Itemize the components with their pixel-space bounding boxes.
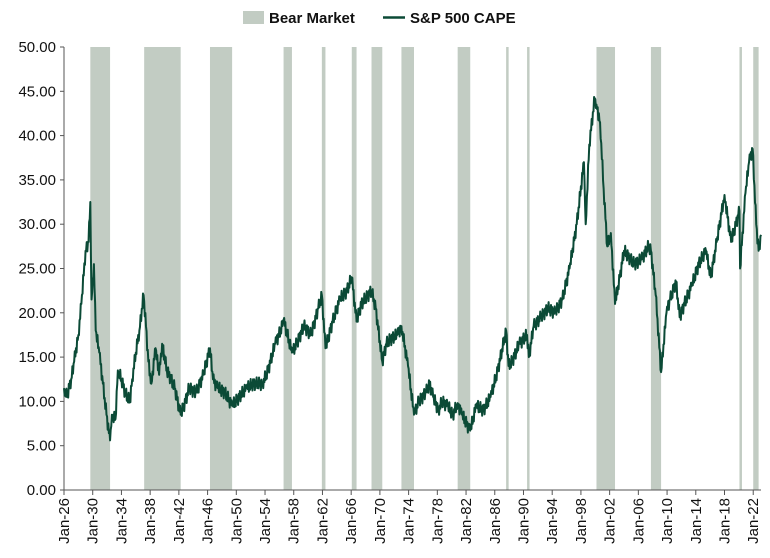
y-tick-label: 20.00 xyxy=(18,305,56,322)
y-axis: 0.00 5.00 10.00 15.00 20.00 25.00 30.00 35.00 40… xyxy=(18,39,65,499)
x-tick-label: Jan-78 xyxy=(429,498,446,544)
bear-market-band-14 xyxy=(753,47,759,490)
legend-swatch-bear-market xyxy=(243,11,264,24)
x-tick-label: Jan-10 xyxy=(659,498,676,544)
bear-market-band-8 xyxy=(457,47,471,490)
bear-market-band-9 xyxy=(506,47,509,490)
x-tick-label: Jan-18 xyxy=(717,498,734,544)
legend: Bear Market S&P 500 CAPE xyxy=(243,10,516,27)
x-tick-label: Jan-22 xyxy=(745,498,762,544)
x-tick-label: Jan-70 xyxy=(372,498,389,544)
y-tick-label: 35.00 xyxy=(18,172,56,189)
series-layer xyxy=(63,95,762,442)
bear-market-band-10 xyxy=(527,47,530,490)
legend-label-cape: S&P 500 CAPE xyxy=(410,10,516,27)
x-tick-label: Jan-50 xyxy=(228,498,245,544)
x-tick-label: Jan-98 xyxy=(573,498,590,544)
bear-market-shading xyxy=(90,47,759,490)
bear-market-band-3 xyxy=(283,47,292,490)
bear-market-band-2 xyxy=(209,47,233,490)
bear-market-band-5 xyxy=(351,47,357,490)
bear-market-band-4 xyxy=(321,47,326,490)
x-tick-label: Jan-86 xyxy=(487,498,504,544)
x-axis: Jan-26 Jan-30 Jan-34 Jan-38 Jan-42 Jan-46 Jan-… xyxy=(56,489,762,544)
x-tick-label: Jan-94 xyxy=(544,498,561,544)
bear-market-band-6 xyxy=(371,47,383,490)
series-line-cape xyxy=(63,95,762,442)
y-tick-label: 5.00 xyxy=(27,438,56,455)
x-tick-label: Jan-66 xyxy=(343,498,360,544)
x-tick-label: Jan-26 xyxy=(56,498,73,544)
x-tick-label: Jan-62 xyxy=(314,498,331,544)
x-tick-label: Jan-02 xyxy=(602,498,619,544)
y-tick-label: 10.00 xyxy=(18,393,56,410)
x-tick-label: Jan-42 xyxy=(171,498,188,544)
y-tick-label: 45.00 xyxy=(18,83,56,100)
x-tick-label: Jan-58 xyxy=(286,498,303,544)
y-tick-label: 30.00 xyxy=(18,216,56,233)
x-tick-label: Jan-38 xyxy=(142,498,159,544)
bear-market-band-12 xyxy=(650,47,662,490)
x-tick-label: Jan-46 xyxy=(200,498,217,544)
x-tick-label: Jan-82 xyxy=(458,498,475,544)
y-tick-label: 25.00 xyxy=(18,261,56,278)
x-tick-label: Jan-14 xyxy=(688,498,705,544)
y-tick-label: 50.00 xyxy=(18,39,56,56)
x-tick-label: Jan-30 xyxy=(85,498,102,544)
x-tick-label: Jan-34 xyxy=(113,498,130,544)
x-tick-label: Jan-54 xyxy=(257,498,274,544)
legend-label-bear-market: Bear Market xyxy=(269,10,355,27)
bear-market-band-0 xyxy=(90,47,111,490)
y-tick-label: 15.00 xyxy=(18,349,56,366)
y-tick-label: 0.00 xyxy=(27,482,56,499)
bear-market-band-1 xyxy=(144,47,181,490)
x-tick-label: Jan-06 xyxy=(630,498,647,544)
y-tick-label: 40.00 xyxy=(18,128,56,145)
x-tick-label: Jan-90 xyxy=(515,498,532,544)
x-tick-label: Jan-74 xyxy=(401,498,418,544)
bear-market-band-7 xyxy=(401,47,414,490)
